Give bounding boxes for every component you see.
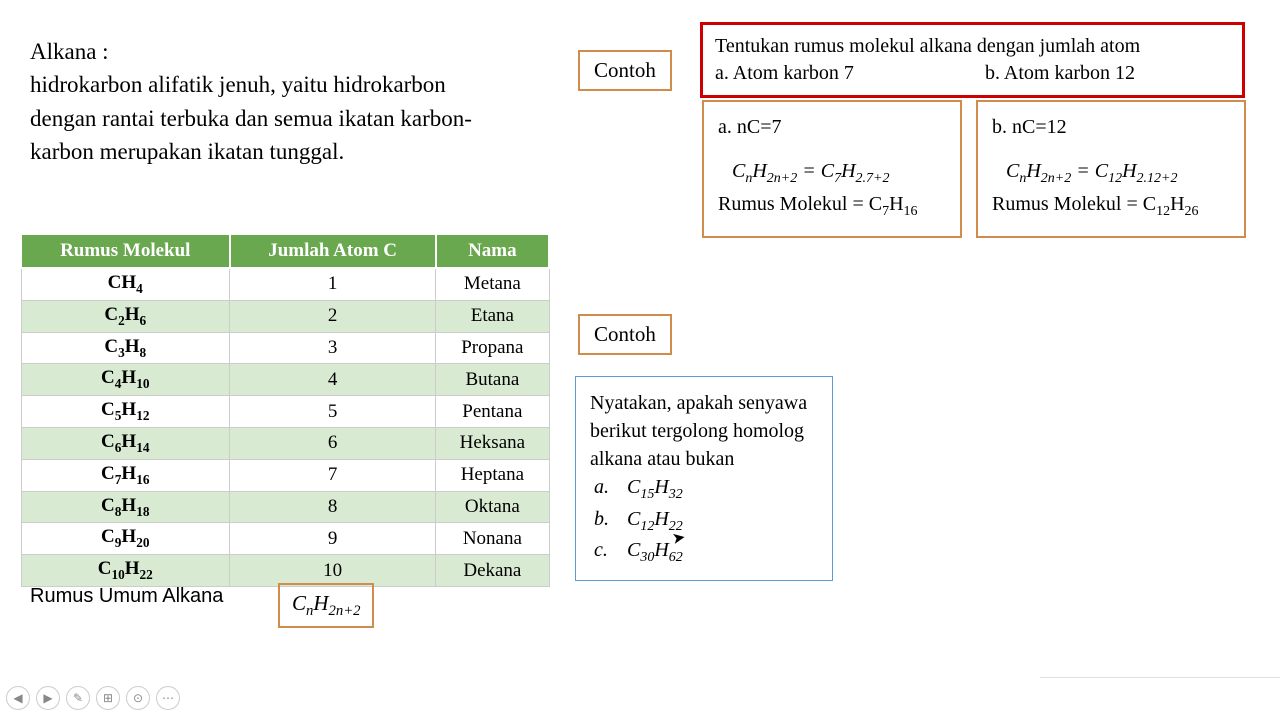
answer-box-b: b. nC=12 CnH2n+2 = C12H2.12+2 Rumus Mole…: [976, 100, 1246, 238]
table-row: C3H83Propana: [21, 332, 549, 364]
answer-b-result: Rumus Molekul = C12H26: [992, 189, 1230, 222]
cell-count: 1: [230, 268, 436, 300]
cell-count: 10: [230, 555, 436, 587]
nav-prev-icon[interactable]: ◀: [6, 686, 30, 710]
table-row: C2H62Etana: [21, 300, 549, 332]
answer-b-eq: CnH2n+2 = C12H2.12+2: [1006, 156, 1230, 189]
nav-next-icon[interactable]: ▶: [36, 686, 60, 710]
cell-formula: C9H20: [21, 523, 230, 555]
table-row: CH41Metana: [21, 268, 549, 300]
nav-grid-icon[interactable]: ⊞: [96, 686, 120, 710]
cell-name: Pentana: [436, 396, 549, 428]
table-row: C4H104Butana: [21, 364, 549, 396]
table-row: C8H188Oktana: [21, 491, 549, 523]
exercise-item: b. C12H22: [590, 505, 818, 537]
table-row: C6H146Heksana: [21, 427, 549, 459]
cell-name: Dekana: [436, 555, 549, 587]
cell-count: 8: [230, 491, 436, 523]
table-header-row: Rumus Molekul Jumlah Atom C Nama: [21, 234, 549, 268]
exercise-item: a. C15H32: [590, 473, 818, 505]
col-jumlah: Jumlah Atom C: [230, 234, 436, 268]
cell-count: 6: [230, 427, 436, 459]
contoh-label-1: Contoh: [578, 50, 672, 91]
table-row: C10H2210Dekana: [21, 555, 549, 587]
cell-formula: C4H10: [21, 364, 230, 396]
cell-count: 9: [230, 523, 436, 555]
col-rumus: Rumus Molekul: [21, 234, 230, 268]
answer-a-head: a. nC=7: [718, 112, 946, 142]
definition-text: hidrokarbon alifatik jenuh, yaitu hidrok…: [30, 68, 500, 168]
nav-pen-icon[interactable]: ✎: [66, 686, 90, 710]
exercise-item: c. C30H62: [590, 536, 818, 568]
cell-name: Propana: [436, 332, 549, 364]
question-b: b. Atom karbon 12: [985, 60, 1135, 87]
answer-b-head: b. nC=12: [992, 112, 1230, 142]
cell-name: Metana: [436, 268, 549, 300]
answer-a-result: Rumus Molekul = C7H16: [718, 189, 946, 222]
cell-name: Butana: [436, 364, 549, 396]
question-line2: a. Atom karbon 7 b. Atom karbon 12: [715, 60, 1230, 87]
question-box: Tentukan rumus molekul alkana dengan jum…: [700, 22, 1245, 98]
answer-a-eq: CnH2n+2 = C7H2.7+2: [732, 156, 946, 189]
nav-zoom-icon[interactable]: ⊙: [126, 686, 150, 710]
rumus-label: Rumus Umum Alkana: [30, 585, 223, 608]
cell-formula: C7H16: [21, 459, 230, 491]
col-nama: Nama: [436, 234, 549, 268]
cell-formula: C6H14: [21, 427, 230, 459]
cell-formula: C10H22: [21, 555, 230, 587]
cell-name: Etana: [436, 300, 549, 332]
cell-count: 5: [230, 396, 436, 428]
definition-title: Alkana :: [30, 35, 500, 68]
cell-name: Heptana: [436, 459, 549, 491]
answer-box-a: a. nC=7 CnH2n+2 = C7H2.7+2 Rumus Molekul…: [702, 100, 962, 238]
nav-controls: ◀ ▶ ✎ ⊞ ⊙ ⋯: [6, 686, 180, 710]
cell-count: 3: [230, 332, 436, 364]
rumus-formula: CnH2n+2: [278, 583, 374, 628]
cell-count: 4: [230, 364, 436, 396]
table-row: C7H167Heptana: [21, 459, 549, 491]
table-row: C5H125Pentana: [21, 396, 549, 428]
cell-name: Heksana: [436, 427, 549, 459]
cell-formula: C5H12: [21, 396, 230, 428]
cell-count: 2: [230, 300, 436, 332]
question-line1: Tentukan rumus molekul alkana dengan jum…: [715, 33, 1230, 60]
exercise-prompt: Nyatakan, apakah senyawa berikut tergolo…: [590, 389, 818, 473]
table-row: C9H209Nonana: [21, 523, 549, 555]
alkane-table: Rumus Molekul Jumlah Atom C Nama CH41Met…: [20, 233, 550, 587]
cell-formula: C8H18: [21, 491, 230, 523]
cell-formula: CH4: [21, 268, 230, 300]
cell-name: Nonana: [436, 523, 549, 555]
decorative-line: [1040, 677, 1280, 678]
exercise-box: Nyatakan, apakah senyawa berikut tergolo…: [575, 376, 833, 581]
definition-block: Alkana : hidrokarbon alifatik jenuh, yai…: [30, 35, 500, 168]
cell-count: 7: [230, 459, 436, 491]
contoh-label-2: Contoh: [578, 314, 672, 355]
cell-name: Oktana: [436, 491, 549, 523]
nav-more-icon[interactable]: ⋯: [156, 686, 180, 710]
question-a: a. Atom karbon 7: [715, 60, 985, 87]
cell-formula: C2H6: [21, 300, 230, 332]
cell-formula: C3H8: [21, 332, 230, 364]
